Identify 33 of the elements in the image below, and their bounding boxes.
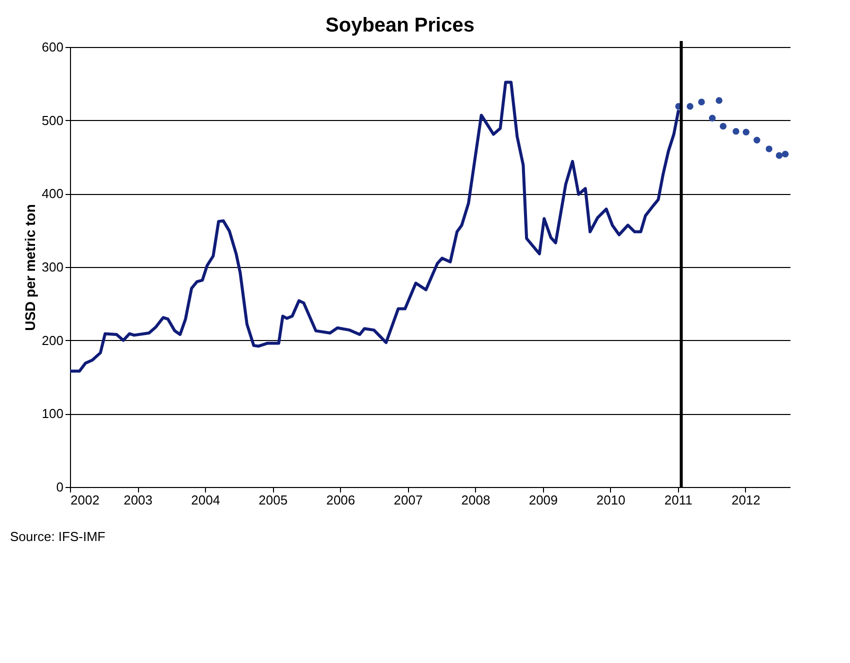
point: [720, 122, 726, 130]
point: [708, 114, 716, 122]
y-axis-title: USD per metric ton: [22, 204, 38, 331]
x-tick-label: 2002: [70, 492, 100, 508]
x-tick-label: 2003: [124, 492, 153, 508]
line-series: [68, 80, 680, 373]
y-tick-label: 0: [56, 480, 64, 494]
point: [686, 103, 694, 110]
chart-title: Soybean Prices: [326, 14, 474, 36]
x-tick-label: 2006: [326, 492, 356, 508]
y-tick-label: 400: [42, 186, 64, 202]
point: [766, 146, 772, 152]
source-note: Source: IFS-IMF: [10, 529, 106, 544]
point: [776, 152, 783, 159]
point: [782, 150, 789, 158]
y-tick-label: 500: [42, 112, 64, 128]
x-tick-label: 2008: [461, 492, 490, 508]
y-tick-label: 600: [42, 40, 64, 54]
x-tick-label: 2012: [731, 492, 760, 508]
x-tick-label: 2009: [528, 492, 558, 508]
y-tick-label: 300: [42, 260, 64, 274]
point: [698, 98, 705, 106]
x-tick-label: 2007: [394, 492, 423, 508]
x-tick-label: 2011: [664, 492, 692, 508]
point: [732, 128, 740, 135]
point: [754, 136, 760, 144]
point: [742, 128, 750, 136]
y-tick-label: 200: [42, 332, 64, 348]
point: [716, 97, 722, 104]
y-tick-label: 100: [42, 406, 64, 422]
x-tick-label: 2005: [258, 492, 288, 508]
x-tick-label: 2004: [191, 492, 220, 508]
x-tick-label: 2010: [596, 492, 626, 508]
